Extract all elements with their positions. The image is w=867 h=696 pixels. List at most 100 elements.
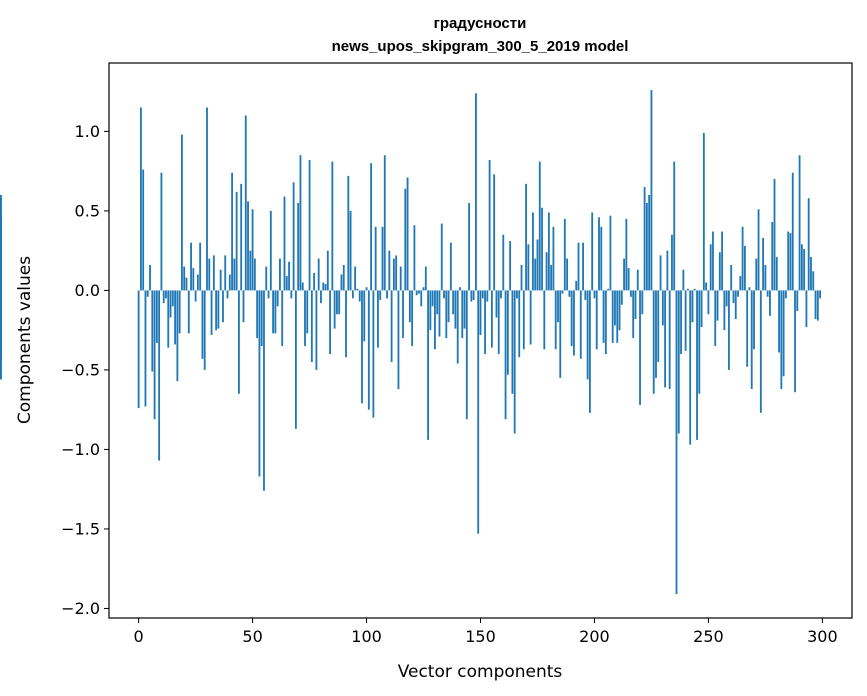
bar [778,290,780,353]
bar [329,290,331,355]
bar [411,290,414,347]
bar [618,290,621,331]
bar [144,290,147,407]
bar [773,179,776,291]
bar [516,290,518,299]
bar [600,226,603,291]
bar [500,290,502,299]
bar [201,290,204,359]
bar [734,290,737,320]
bar [196,274,199,291]
bar [559,290,562,378]
bar [814,290,817,320]
bar [568,290,571,297]
bar [459,287,461,291]
bar [292,182,295,291]
bar [497,290,500,355]
bar [445,290,448,339]
bar [707,290,710,315]
x-tick-label: 50 [242,627,262,646]
bar [208,258,211,291]
bar [486,290,489,302]
y-tick-label: −2.0 [61,599,100,618]
bar [140,107,142,291]
bar [142,169,145,291]
bar [759,290,762,413]
bar [276,290,279,307]
bar [299,155,302,291]
bar [351,290,354,299]
bar [570,290,573,347]
bar [331,161,334,291]
bar [691,290,694,323]
bar [522,290,525,350]
bar [702,132,705,291]
bar [310,290,313,362]
bar [210,290,213,335]
bar [406,177,409,291]
bar [390,290,393,362]
bar [472,290,475,300]
bar [652,290,655,394]
bar [356,288,359,291]
bar [582,242,584,291]
bar [160,172,163,291]
bar [137,290,140,409]
plot-frame [108,62,853,619]
bar [235,191,238,291]
bar [602,290,605,343]
bar [174,290,176,345]
y-tick-label: 1.0 [75,122,100,141]
bar [342,264,345,291]
bar [675,290,678,595]
bar [766,290,769,297]
bar [301,282,304,291]
bar [810,257,812,291]
bar [732,290,735,304]
bar [666,250,669,291]
bar [397,290,400,390]
bar [819,290,821,299]
bar [591,212,594,291]
bar [452,290,455,315]
bar [256,290,259,339]
bar [502,234,505,291]
bar [422,287,425,291]
bar [447,290,450,323]
bar [634,290,637,320]
bar [0,290,2,358]
bar [563,218,566,291]
bar [333,290,336,329]
bar [363,290,366,342]
bar [242,290,245,323]
bar [443,290,445,299]
bar [538,161,541,291]
bar [532,212,534,291]
bar [231,172,233,291]
x-axis-ticks: 0 50 100 150 200 250 300 [134,618,838,646]
bar [427,290,429,440]
bar [233,258,236,291]
bar [812,271,815,291]
bar [322,282,325,291]
bar [493,174,496,291]
bar [709,244,712,291]
bar [677,290,680,434]
bar [215,290,218,331]
bar [306,290,309,334]
bar [645,202,648,291]
bar [440,223,443,291]
bar [753,290,755,350]
bar [228,274,231,291]
bar [614,290,616,326]
bar [283,196,286,291]
bar [151,290,154,372]
bar [789,233,792,291]
bar [146,290,149,297]
bar [680,290,682,355]
x-axis-label: Vector components [398,662,563,682]
bar [206,107,208,291]
bar [0,222,2,291]
bar [272,290,275,334]
bar [226,290,229,299]
